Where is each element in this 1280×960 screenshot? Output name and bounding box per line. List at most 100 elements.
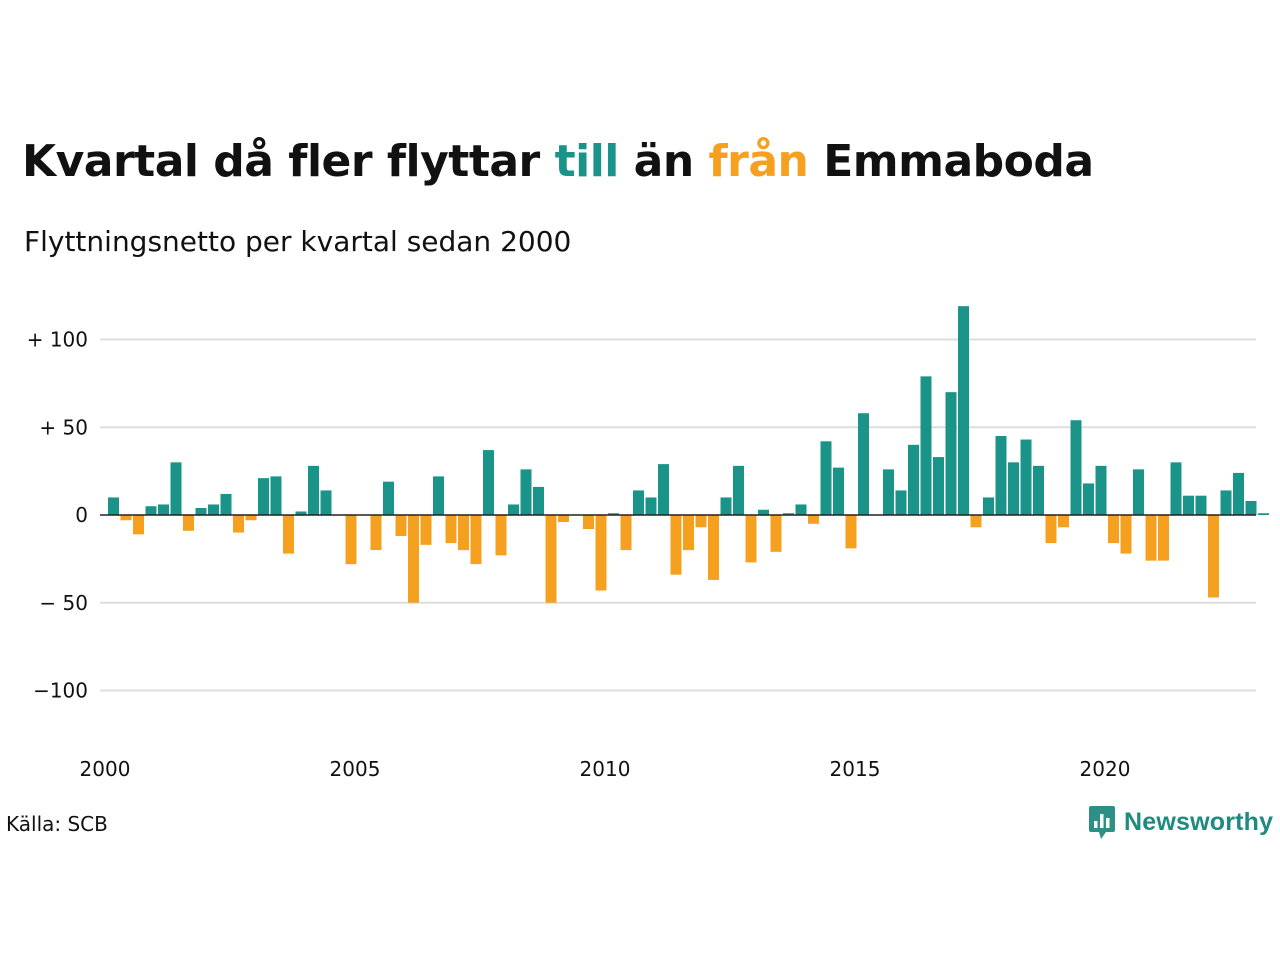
bar-87: [1195, 495, 1207, 515]
x-tick-label-2000: 2000: [80, 757, 131, 781]
bar-25: [420, 515, 432, 545]
bar-6: [183, 515, 194, 531]
bar-40: [608, 513, 619, 515]
bar-30: [483, 450, 494, 515]
bar-85: [1170, 462, 1182, 515]
bar-59: [845, 515, 857, 549]
bar-69: [970, 515, 982, 528]
bar-16: [308, 465, 319, 515]
y-tick-label-4: −100: [33, 679, 88, 703]
bar-0: [108, 497, 119, 515]
brand-name: Newsworthy: [1124, 807, 1274, 836]
bar-86: [1183, 495, 1194, 515]
bar-39: [595, 515, 607, 591]
bar-60: [858, 413, 869, 515]
bar-13: [270, 476, 282, 515]
source-note: Källa: SCB: [6, 812, 108, 836]
x-tick-label-2015: 2015: [830, 757, 881, 781]
bar-54: [783, 513, 794, 515]
bar-52: [758, 509, 769, 515]
bar-62: [883, 469, 894, 515]
bar-8: [208, 504, 219, 515]
bar-58: [833, 467, 844, 515]
bar-4: [158, 504, 169, 515]
bar-88: [1208, 515, 1219, 598]
bar-28: [458, 515, 469, 551]
bar-23: [395, 515, 407, 537]
bar-90: [1233, 472, 1244, 515]
chart-title: Kvartal då fler flyttar till än från Emm…: [22, 134, 1094, 190]
newsworthy-logo-icon: [1089, 806, 1115, 839]
bar-34: [533, 486, 544, 515]
newsworthy-logo: Newsworthy: [1088, 804, 1273, 840]
bar-81: [1120, 515, 1132, 554]
bar-chart: + 100 + 50 0 − 50 −100 2000 2005 2010 2015 2020: [27, 306, 1269, 781]
title-part-2: än: [618, 136, 709, 187]
bar-26: [433, 476, 444, 515]
bar-72: [1008, 462, 1019, 515]
bar-47: [695, 515, 707, 528]
bar-55: [795, 504, 807, 515]
bar-24: [408, 515, 419, 603]
bar-12: [258, 478, 269, 515]
y-tick-label-3: − 50: [39, 591, 88, 615]
bar-66: [933, 457, 944, 515]
bar-22: [383, 481, 394, 515]
bar-89: [1220, 490, 1232, 515]
x-tick-label-2010: 2010: [580, 757, 631, 781]
bar-75: [1045, 515, 1057, 544]
bar-92: [1258, 513, 1269, 515]
y-tick-label-1: + 50: [39, 415, 88, 439]
bar-7: [195, 507, 207, 515]
bar-31: [495, 515, 507, 556]
bar-10: [233, 515, 244, 533]
bar-65: [920, 376, 932, 515]
bar-46: [683, 515, 694, 551]
bar-71: [995, 436, 1007, 515]
bar-49: [720, 497, 732, 515]
bar-27: [445, 515, 457, 544]
bar-14: [283, 515, 294, 554]
title-highlight-out: från: [708, 136, 809, 187]
title-part-3: Emmaboda: [808, 136, 1094, 187]
bar-91: [1245, 500, 1257, 515]
title-part-1: Kvartal då fler flyttar: [22, 136, 555, 187]
bar-11: [245, 515, 257, 521]
bar-5: [170, 462, 182, 515]
bar-44: [658, 464, 669, 515]
bar-21: [370, 515, 382, 551]
bar-42: [633, 490, 644, 515]
title-highlight-in: till: [554, 136, 620, 187]
bar-29: [470, 515, 482, 565]
bar-32: [508, 504, 519, 515]
bar-43: [645, 497, 657, 515]
bar-84: [1158, 515, 1169, 561]
bar-19: [345, 515, 357, 565]
bar-73: [1020, 439, 1032, 515]
bar-63: [895, 490, 907, 515]
bar-57: [820, 441, 832, 515]
bar-33: [520, 469, 532, 515]
bar-53: [770, 515, 782, 552]
chart-subtitle: Flyttningsnetto per kvartal sedan 2000: [24, 225, 572, 258]
bar-68: [958, 306, 969, 515]
bar-80: [1108, 515, 1119, 544]
bar-83: [1145, 515, 1157, 561]
bar-1: [120, 515, 132, 521]
bar-77: [1070, 420, 1082, 515]
bar-35: [545, 515, 557, 603]
bar-79: [1095, 465, 1107, 515]
bar-50: [733, 465, 744, 515]
y-tick-label-0: + 100: [27, 328, 88, 352]
x-tick-label-2005: 2005: [330, 757, 381, 781]
bar-51: [745, 515, 757, 563]
bar-48: [708, 515, 719, 580]
x-tick-label-2020: 2020: [1080, 757, 1131, 781]
bar-2: [133, 515, 144, 535]
bar-76: [1058, 515, 1069, 528]
bar-9: [220, 493, 232, 515]
bar-78: [1083, 483, 1094, 515]
y-tick-label-2: 0: [75, 503, 88, 527]
bar-15: [295, 511, 307, 515]
bar-67: [945, 392, 957, 515]
